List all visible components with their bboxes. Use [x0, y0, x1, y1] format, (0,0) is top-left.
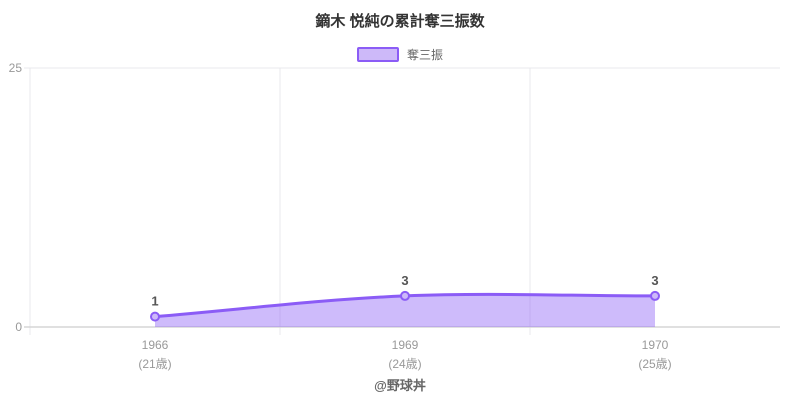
area-fill	[155, 294, 655, 327]
x-tick-year-label: 1970	[642, 338, 669, 352]
data-point-marker[interactable]	[400, 290, 410, 301]
x-tick-age-label: (21歳)	[138, 357, 171, 371]
x-tick-age-label: (25歳)	[638, 357, 671, 371]
y-tick-label: 0	[15, 320, 22, 334]
x-tick-year-label: 1966	[142, 338, 169, 352]
legend-item[interactable]: 奪三振	[0, 46, 800, 63]
chart-title: 鏑木 悦純の累計奪三振数	[315, 13, 485, 30]
data-point-marker[interactable]	[650, 290, 660, 301]
chart-footer-credit: @野球丼	[374, 378, 426, 393]
legend-swatch-icon	[356, 47, 399, 62]
x-tick-year-label: 1969	[392, 338, 419, 352]
y-tick-label: 25	[9, 61, 23, 75]
x-tick-age-label: (24歳)	[388, 357, 421, 371]
data-label: 3	[401, 273, 408, 288]
data-point-marker[interactable]	[150, 311, 160, 322]
data-label: 3	[651, 273, 658, 288]
data-label: 1	[151, 294, 158, 309]
legend-label: 奪三振	[406, 48, 443, 62]
